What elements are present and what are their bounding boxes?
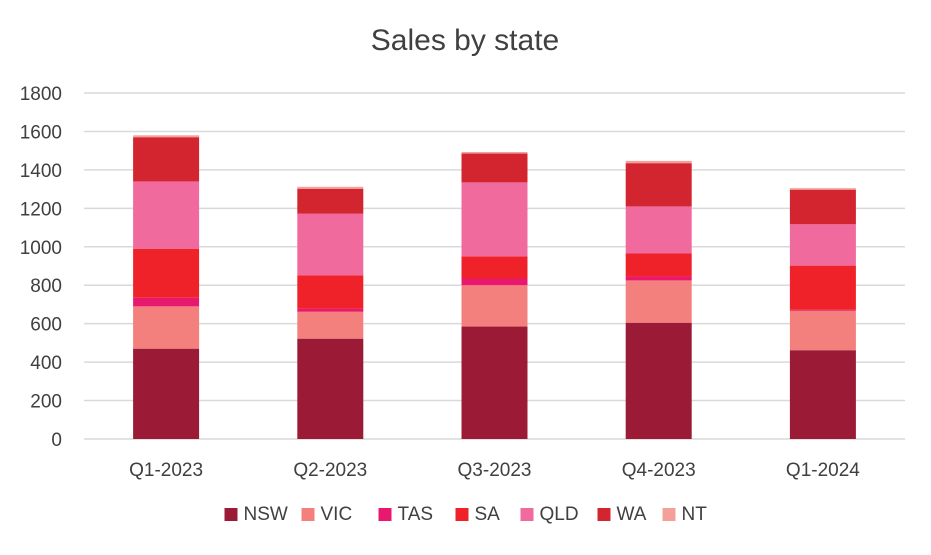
bar-segment-qld [461, 182, 528, 257]
y-tick-label: 1000 [20, 238, 62, 259]
bar-segment-sa [133, 248, 200, 298]
bar-segment-wa [625, 163, 692, 207]
y-axis-ticks: 0 200 400 600 800 1000 1200 1400 1600 1800 [20, 84, 62, 451]
x-axis-categories: Q1-2023 Q2-2023 Q3-2023 Q4-2023 Q1-2024 [129, 460, 860, 481]
bar-segment-qld [133, 181, 200, 249]
bar-segment-nsw [461, 326, 528, 439]
bar-segment-nsw [297, 338, 364, 439]
bar-segment-qld [625, 206, 692, 254]
x-category-label: Q1-2024 [786, 460, 860, 481]
y-tick-label: 1400 [20, 161, 62, 182]
legend-label: QLD [540, 504, 579, 525]
bar-segment-qld [789, 224, 856, 266]
bar-segment-vic [461, 285, 528, 327]
bar-segment-nt [789, 188, 856, 190]
y-tick-label: 1800 [20, 84, 62, 105]
legend-label: TAS [398, 504, 434, 525]
y-tick-label: 800 [30, 276, 62, 297]
bars [133, 135, 856, 439]
legend-swatch [520, 508, 534, 521]
bar-segment-tas [789, 309, 856, 311]
legend-label: SA [475, 504, 501, 525]
bar-segment-vic [625, 280, 692, 323]
bar-segment-qld [297, 213, 364, 276]
legend-label: VIC [321, 504, 353, 525]
legend-swatch [455, 508, 469, 521]
legend-item-vic: VIC [301, 504, 353, 525]
x-category-label: Q1-2023 [129, 460, 203, 481]
bar-segment-vic [133, 306, 200, 349]
legend-label: NT [682, 504, 708, 525]
bar-segment-tas [297, 308, 364, 312]
bar-segment-tas [625, 276, 692, 281]
bar-segment-sa [789, 265, 856, 310]
bar-segment-wa [297, 188, 364, 214]
bar-segment-vic [297, 311, 364, 339]
y-tick-label: 1600 [20, 122, 62, 143]
legend-item-sa: SA [455, 504, 501, 525]
legend-item-wa: WA [597, 504, 647, 525]
bar-segment-vic [789, 310, 856, 351]
chart-title: Sales by state [371, 24, 559, 57]
legend-swatch [597, 508, 611, 521]
bar-segment-wa [461, 153, 528, 183]
x-category-label: Q4-2023 [622, 460, 696, 481]
bar-segment-wa [133, 137, 200, 182]
legend-label: WA [617, 504, 647, 525]
bar-segment-nsw [133, 348, 200, 439]
bar-segment-nsw [789, 350, 856, 439]
legend-swatch [662, 508, 676, 521]
bar-segment-sa [625, 253, 692, 277]
bar-segment-sa [461, 256, 528, 279]
legend-item-nsw: NSW [224, 504, 288, 525]
bar-segment-nt [297, 186, 364, 189]
x-category-label: Q3-2023 [458, 460, 532, 481]
bar-segment-tas [461, 278, 528, 286]
legend: NSW VIC TAS SA QLD WA NT [224, 504, 708, 525]
bar-segment-nsw [625, 322, 692, 439]
legend-swatch [224, 508, 238, 521]
x-category-label: Q2-2023 [293, 460, 367, 481]
legend-item-tas: TAS [378, 504, 434, 525]
y-tick-label: 1200 [20, 199, 62, 220]
bar-segment-wa [789, 189, 856, 225]
legend-item-nt: NT [662, 504, 708, 525]
bar-segment-nt [625, 160, 692, 164]
legend-item-qld: QLD [520, 504, 579, 525]
legend-swatch [378, 508, 392, 521]
bar-segment-nt [461, 152, 528, 154]
y-tick-label: 600 [30, 315, 62, 336]
bar-segment-tas [133, 297, 200, 307]
y-tick-label: 200 [30, 392, 62, 413]
legend-swatch [301, 508, 315, 521]
bar-segment-nt [133, 135, 200, 138]
y-tick-label: 0 [51, 430, 62, 451]
legend-label: NSW [244, 504, 288, 525]
y-tick-label: 400 [30, 353, 62, 374]
bar-segment-sa [297, 275, 364, 309]
